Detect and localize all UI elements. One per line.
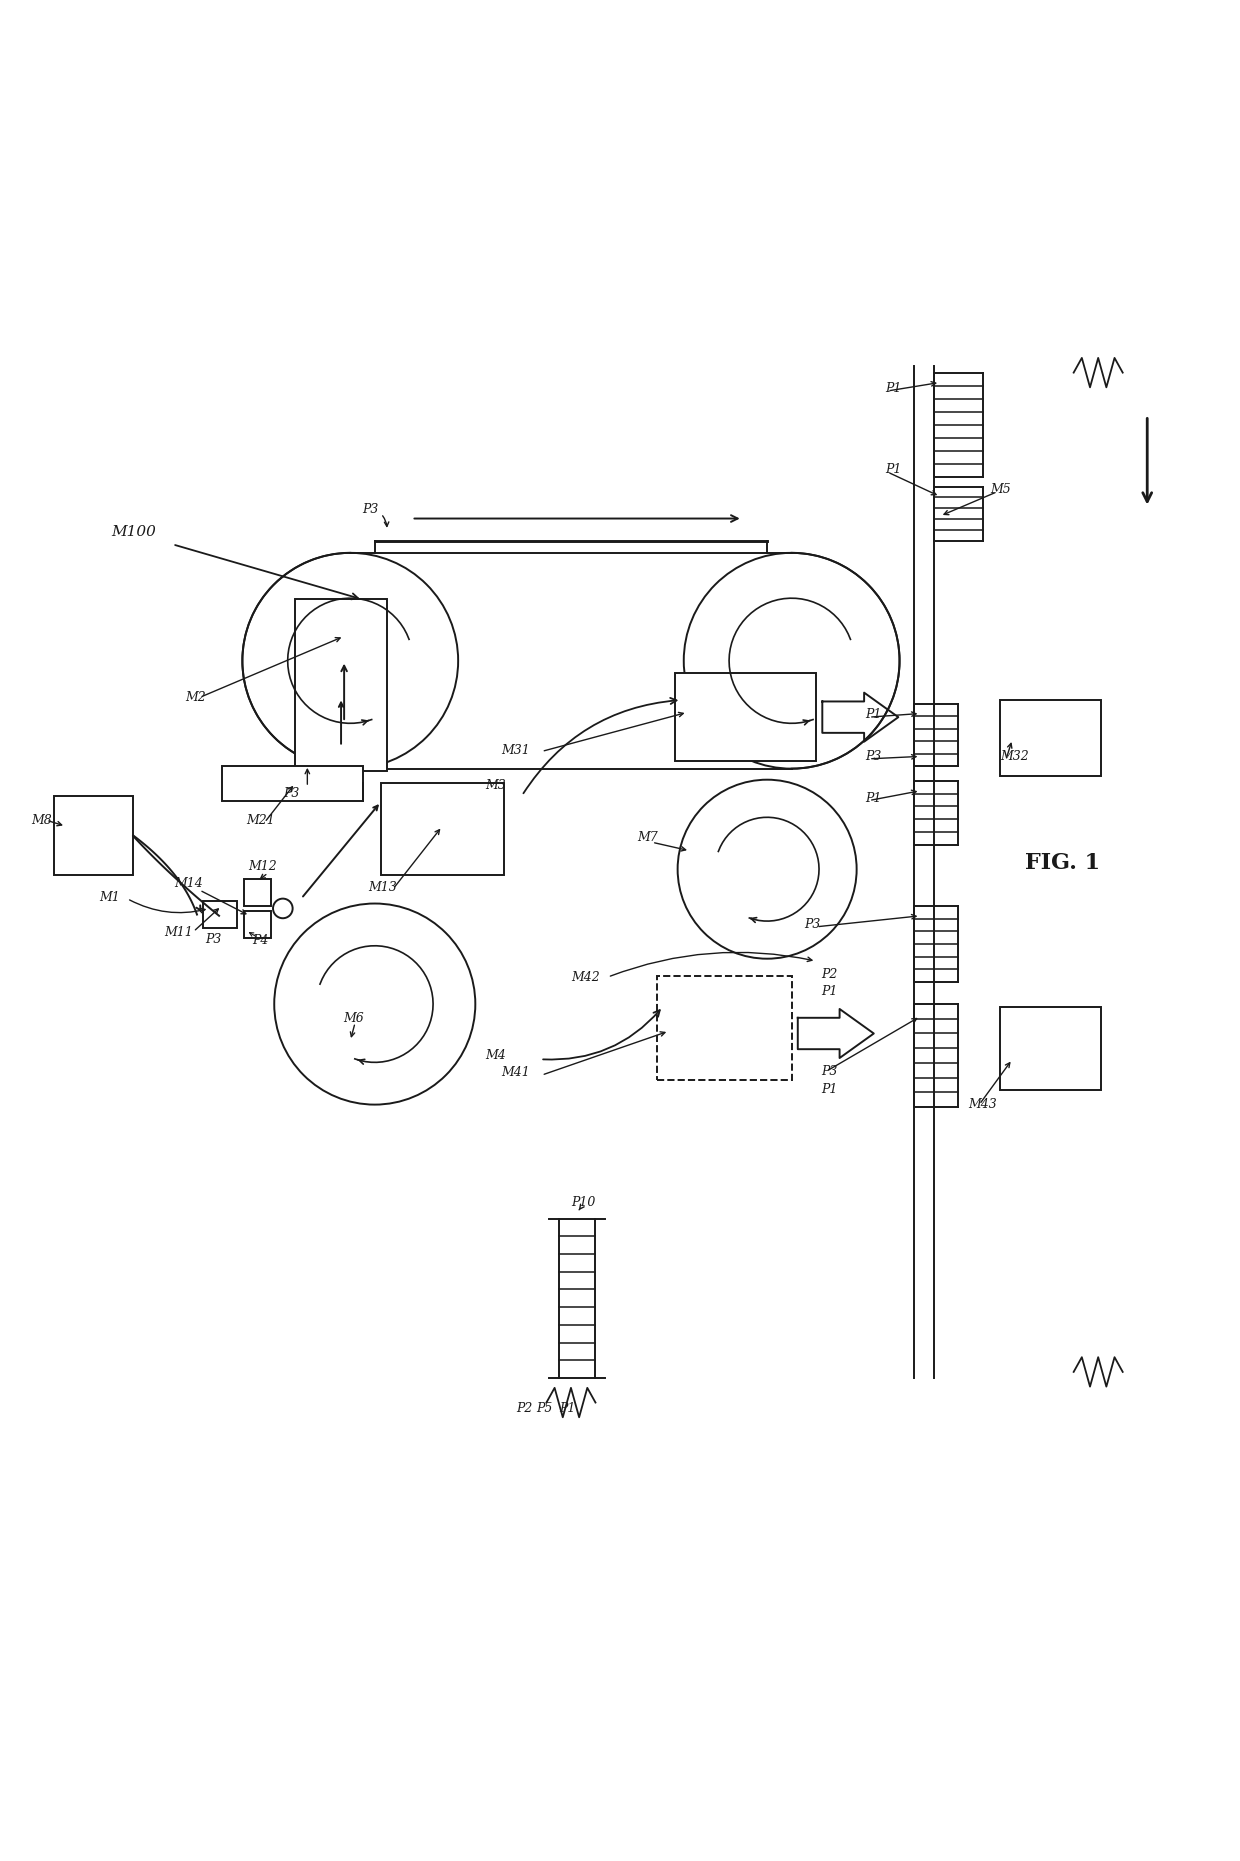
Bar [381,783,503,875]
Text: P4: P4 [252,934,269,947]
Text: M7: M7 [637,830,658,843]
Text: M43: M43 [968,1098,997,1111]
Text: M41: M41 [501,1066,529,1079]
Text: M42: M42 [570,971,600,984]
Text: P1: P1 [821,1083,837,1096]
Text: M14: M14 [174,877,202,890]
Text: M13: M13 [368,880,397,893]
Bar [675,674,816,761]
Text: FIG. 1: FIG. 1 [1024,852,1100,875]
Text: M11: M11 [164,927,192,940]
Text: M5: M5 [991,482,1011,495]
Text: M21: M21 [246,813,275,826]
Bar [53,797,133,875]
Text: P1: P1 [885,463,901,476]
Bar [657,975,791,1079]
Text: P3: P3 [821,1064,837,1078]
Text: M31: M31 [501,744,529,757]
Text: M8: M8 [31,813,52,826]
Bar [243,878,270,906]
Text: M2: M2 [185,690,206,703]
Text: M12: M12 [248,860,278,873]
Text: P3: P3 [866,750,882,763]
Text: P1: P1 [866,791,882,804]
Bar [1001,1007,1101,1091]
Text: M4: M4 [485,1050,506,1063]
Text: P3: P3 [206,932,222,945]
Text: M3: M3 [485,780,506,793]
Bar [203,901,237,929]
Bar [295,599,387,770]
Text: P5: P5 [537,1401,553,1414]
Text: M32: M32 [1001,750,1029,763]
Bar [222,767,362,800]
Text: P2: P2 [821,968,837,981]
Text: P10: P10 [570,1197,595,1210]
Text: M6: M6 [343,1012,363,1025]
Text: P1: P1 [559,1401,575,1414]
Text: P2: P2 [516,1401,532,1414]
Text: P1: P1 [821,984,837,997]
Text: M100: M100 [112,525,156,540]
Text: P3: P3 [804,917,821,930]
Text: M1: M1 [99,891,119,904]
Text: P1: P1 [866,709,882,722]
Text: P1: P1 [885,382,901,395]
Bar [243,910,270,938]
Text: P3: P3 [362,504,379,517]
Bar [1001,700,1101,776]
Text: P3: P3 [283,787,299,800]
